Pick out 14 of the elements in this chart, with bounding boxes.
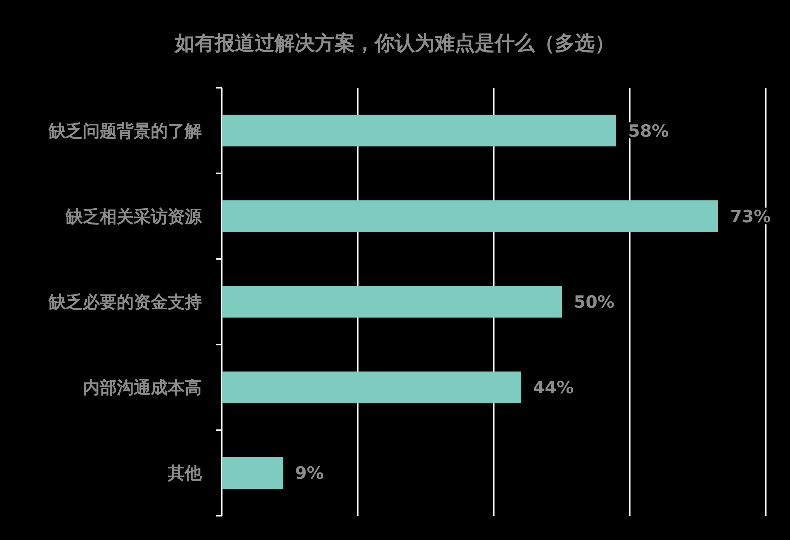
data-label: 50% [574,293,615,313]
data-label: 44% [533,378,574,399]
bar [222,286,562,318]
bar [222,457,284,490]
bar [222,200,718,232]
y-tick-label: 缺乏必要的资金支持 [48,293,202,313]
y-tick-label: 其他 [167,464,203,484]
y-tick-label: 内部沟通成本高 [83,378,202,399]
data-label: 9% [295,464,324,484]
bar [222,372,522,404]
chart-title: 如有报道过解决方案，你认为难点是什么（多选） [174,31,615,55]
bar [222,114,616,147]
y-tick-label: 缺乏问题背景的了解 [48,122,202,142]
y-tick-label: 缺乏相关采访资源 [65,207,203,228]
